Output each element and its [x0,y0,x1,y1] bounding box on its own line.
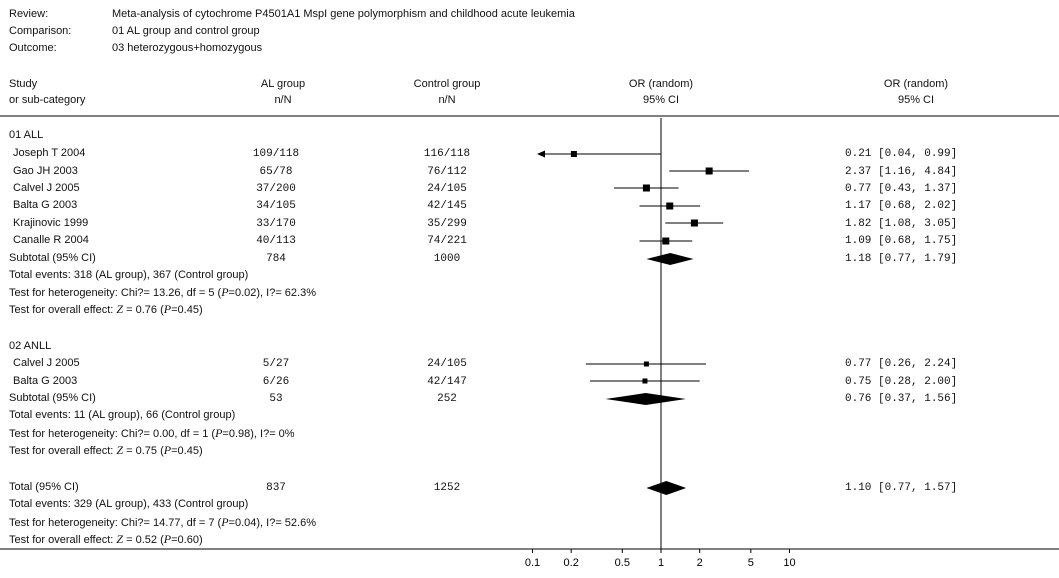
point-estimate-square [666,202,674,210]
x-tick-label: 2 [697,557,703,569]
col-al-header: AL group [260,78,306,90]
col-orci-header: OR (random) [883,78,949,90]
or-ci-text: 0.75 [0.28, 2.00] [845,376,958,388]
col-control-subheader: n/N [438,94,456,106]
control-total: 1252 [433,482,461,494]
col-control-header: Control group [413,78,481,90]
x-tick-label: 5 [748,557,754,569]
x-tick-label: 0.1 [525,557,540,569]
al-count: 33/170 [256,218,296,230]
study-name: Balta G 2003 [13,375,78,387]
or-ci-text: 1.18 [0.77, 1.79] [845,253,958,265]
or-ci-text: 0.21 [0.04, 0.99] [845,148,958,160]
or-ci-text: 0.76 [0.37, 1.56] [845,393,958,405]
total-diamond [646,481,687,495]
overall-effect-test: Test for overall effect: Z = 0.75 (P=0.4… [9,443,203,458]
x-tick-label: 0.5 [615,557,630,569]
subtotal-diamond [605,393,686,405]
control-count: 35/299 [427,218,467,230]
or-ci-text: 1.10 [0.77, 1.57] [845,482,958,494]
or-ci-text: 0.77 [0.26, 2.24] [845,358,958,370]
control-total: 252 [437,393,457,405]
total-label: Total (95% CI) [9,481,79,493]
col-study-header: Study [9,78,38,90]
control-count: 42/147 [427,376,467,388]
al-count: 40/113 [256,235,296,247]
point-estimate-square [690,219,698,227]
control-count: 42/145 [427,200,467,212]
study-name: Canalle R 2004 [13,234,89,246]
point-estimate-square [570,151,577,157]
col-or-subheader: 95% CI [642,94,680,106]
total-events: Total events: 11 (AL group), 66 (Control… [9,409,236,421]
subtotal-diamond [646,253,694,265]
subtotal-label: Subtotal (95% CI) [9,392,96,404]
review-title: Meta-analysis of cytochrome P4501A1 MspI… [112,8,575,20]
study-name: Krajinovic 1999 [13,217,89,229]
outcome-text: 03 heterozygous+homozygous [112,42,263,54]
al-count: 34/105 [256,200,296,212]
total-events: Total events: 318 (AL group), 367 (Contr… [9,269,249,281]
al-total: 784 [266,253,286,265]
or-ci-text: 2.37 [1.16, 4.84] [845,166,958,178]
al-count: 6/26 [262,376,290,388]
point-estimate-square [642,184,650,192]
group-title: 02 ANLL [9,340,52,352]
comparison-label: Comparison: [9,25,72,37]
ci-arrow [537,150,545,158]
group-title: 01 ALL [9,129,44,141]
control-count: 116/118 [423,148,471,160]
al-total: 837 [266,482,286,494]
review-label: Review: [9,8,49,20]
control-count: 24/105 [427,183,467,195]
control-count: 74/221 [427,235,467,247]
col-al-subheader: n/N [274,94,292,106]
study-name: Gao JH 2003 [13,165,78,177]
comparison-text: 01 AL group and control group [112,25,260,37]
control-count: 24/105 [427,358,467,370]
outcome-label: Outcome: [9,42,57,54]
heterogeneity-test: Test for heterogeneity: Chi?= 14.77, df … [9,515,316,530]
heterogeneity-test: Test for heterogeneity: Chi?= 13.26, df … [9,285,316,300]
x-tick-label: 0.2 [564,557,579,569]
col-or-header: OR (random) [628,78,694,90]
study-name: Calvel J 2005 [13,182,80,194]
control-count: 76/112 [427,166,467,178]
total-events: Total events: 329 (AL group), 433 (Contr… [9,498,249,510]
x-tick-label: 1 [658,557,664,569]
study-name: Balta G 2003 [13,199,78,211]
point-estimate-square [643,361,649,367]
al-count: 65/78 [259,166,293,178]
x-tick-label: 10 [783,557,795,569]
point-estimate-square [705,167,713,175]
al-total: 53 [269,393,283,405]
study-name: Calvel J 2005 [13,357,80,369]
point-estimate-square [662,237,670,245]
or-ci-text: 1.17 [0.68, 2.02] [845,200,958,212]
al-count: 37/200 [256,183,296,195]
al-count: 5/27 [262,358,290,370]
col-study-subheader: or sub-category [9,94,86,106]
study-name: Joseph T 2004 [13,147,86,159]
overall-effect-test: Test for overall effect: Z = 0.52 (P=0.6… [9,532,203,547]
or-ci-text: 1.09 [0.68, 1.75] [845,235,958,247]
or-ci-text: 0.77 [0.43, 1.37] [845,183,958,195]
heterogeneity-test: Test for heterogeneity: Chi?= 0.00, df =… [9,426,295,441]
subtotal-label: Subtotal (95% CI) [9,252,96,264]
point-estimate-square [642,378,648,384]
al-count: 109/118 [252,148,300,160]
col-orci-subheader: 95% CI [897,94,935,106]
overall-effect-test: Test for overall effect: Z = 0.76 (P=0.4… [9,302,203,317]
control-total: 1000 [433,253,461,265]
or-ci-text: 1.82 [1.08, 3.05] [845,218,958,230]
